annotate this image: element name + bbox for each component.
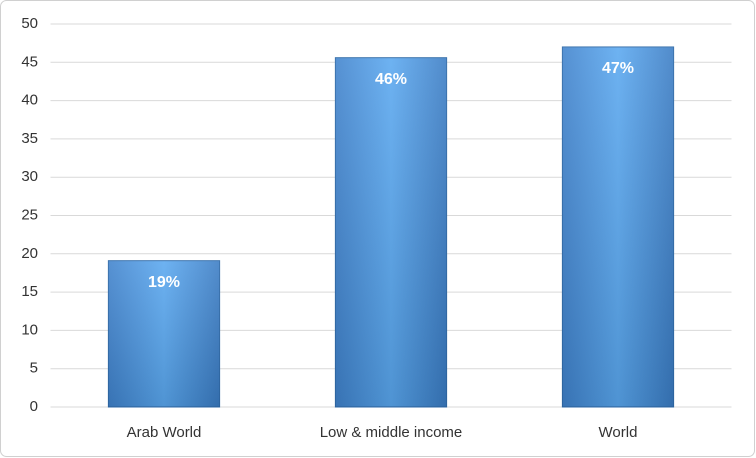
- bar-shade: [108, 260, 220, 407]
- y-tick-label: 10: [21, 321, 38, 338]
- value-label: 47%: [602, 60, 634, 77]
- bar-shade: [562, 46, 674, 407]
- y-tick-label: 35: [21, 130, 38, 147]
- x-tick-label: Arab World: [127, 424, 202, 441]
- y-tick-label: 50: [21, 15, 38, 32]
- bar-shade: [335, 57, 447, 407]
- value-label: 19%: [148, 274, 180, 291]
- y-tick-label: 20: [21, 245, 38, 262]
- y-tick-label: 15: [21, 283, 38, 300]
- y-tick-label: 25: [21, 206, 38, 223]
- y-tick-label: 5: [30, 360, 38, 377]
- x-tick-label: World: [599, 424, 638, 441]
- value-label: 46%: [375, 71, 407, 88]
- y-tick-label: 0: [30, 398, 38, 415]
- x-tick-label: Low & middle income: [320, 424, 463, 441]
- y-tick-label: 30: [21, 168, 38, 185]
- y-tick-label: 40: [21, 92, 38, 109]
- y-tick-label: 45: [21, 53, 38, 70]
